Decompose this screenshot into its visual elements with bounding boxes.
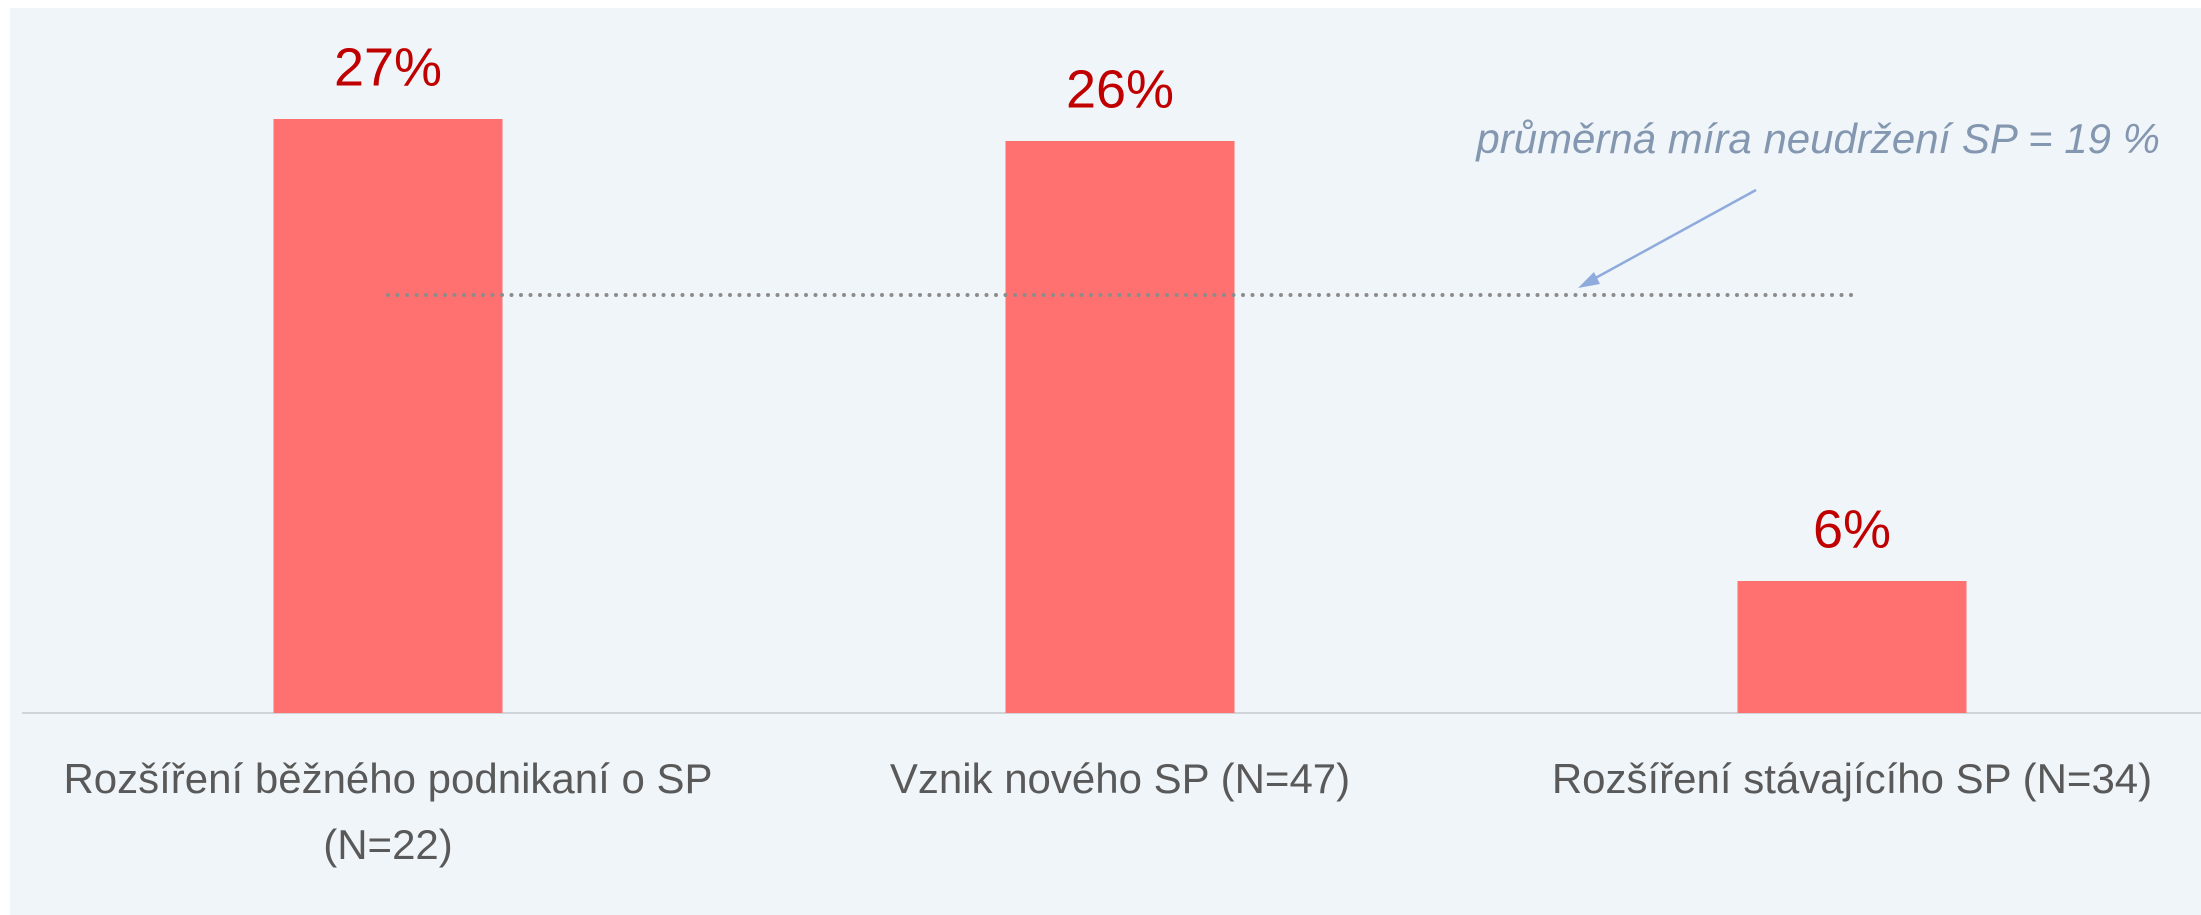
bar (1005, 141, 1235, 713)
bar (273, 119, 503, 713)
value-label: 27% (334, 37, 442, 97)
x-tick-label: Rozšíření běžného podnikaní o SP (N=22) (63, 755, 712, 868)
bar (1737, 581, 1967, 713)
reference-label: průměrná míra neudržení SP = 19 % (1474, 115, 2160, 162)
x-tick-label: Vznik nového SP (N=47) (890, 755, 1350, 802)
annotation-arrow (1589, 188, 1757, 283)
value-label: 6% (1813, 499, 1891, 559)
annotation-arrowhead (1578, 272, 1600, 288)
value-label: 26% (1066, 59, 1174, 119)
x-tick-label: Rozšíření stávajícího SP (N=34) (1552, 755, 2152, 802)
